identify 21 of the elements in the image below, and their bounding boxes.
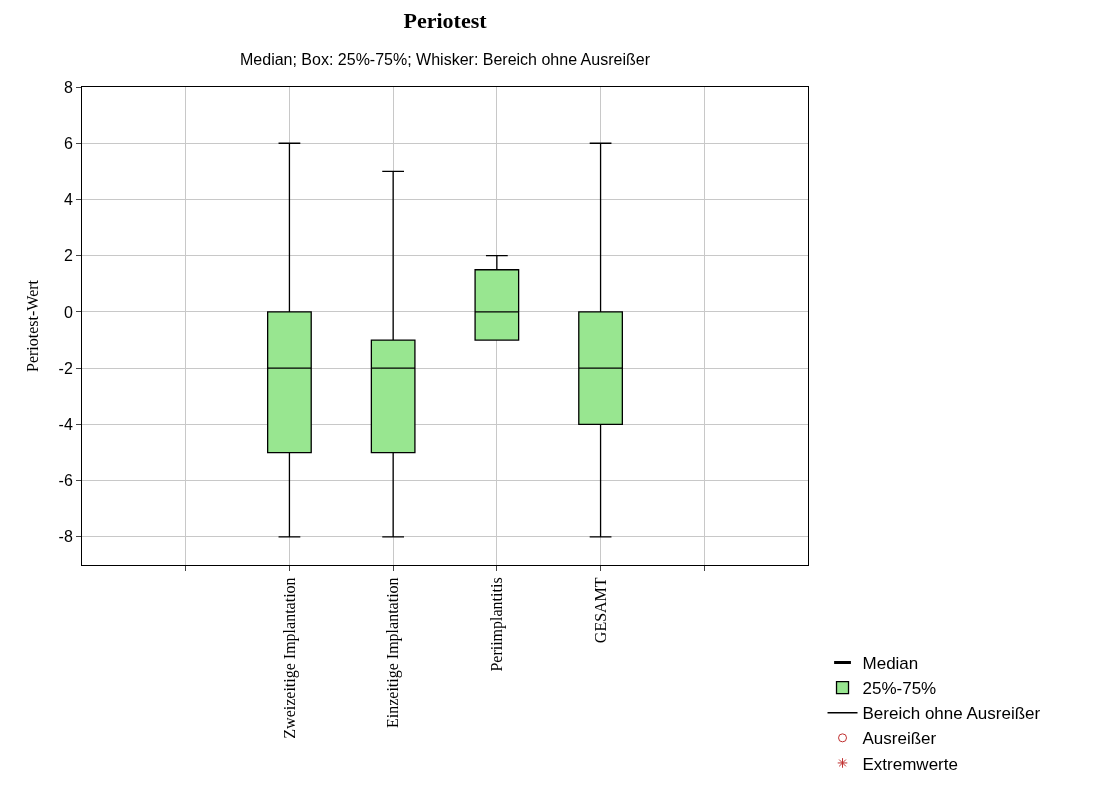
chart-subtitle: Median; Box: 25%-75%; Whisker: Bereich ohne Ausreißer: [240, 51, 651, 68]
y-tick-label: 2: [63, 247, 73, 265]
y-tick-label: -6: [58, 472, 73, 490]
y-tick-label: 6: [63, 134, 73, 152]
x-tick-label: GESAMT: [591, 577, 609, 644]
chart-title: Periotest: [403, 7, 488, 33]
y-tick-label: 0: [63, 303, 73, 321]
x-tick-label: Periimplantitis: [488, 577, 507, 672]
y-tick-label: -8: [58, 528, 73, 546]
legend-label: Ausreißer: [862, 729, 937, 749]
y-tick-label: 4: [63, 191, 73, 209]
x-tick-label: Einzeitige Implantation: [384, 577, 403, 729]
x-tick-label: Zweizeitige Implantation: [280, 577, 299, 739]
legend-label: 25%-75%: [862, 679, 937, 699]
legend-label: Extremwerte: [862, 754, 958, 774]
y-tick-label: -2: [58, 359, 73, 377]
y-tick-label: -4: [58, 416, 73, 434]
text: Median: [862, 654, 919, 674]
text: Bereich ohne Ausreißer: [862, 704, 1041, 724]
y-tick-label: 8: [63, 78, 73, 96]
y-axis-title: Periotest-Wert: [24, 279, 42, 373]
